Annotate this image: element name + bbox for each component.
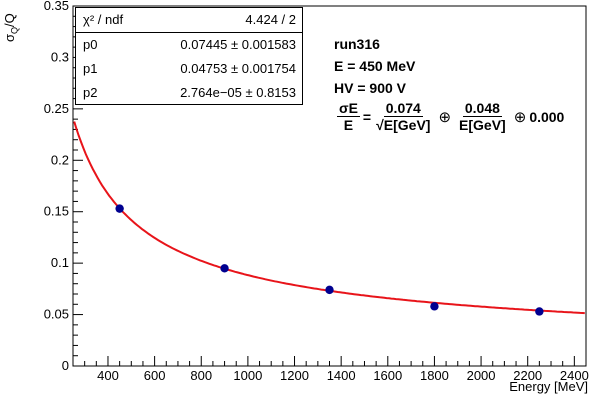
param-name: p2 <box>83 85 98 100</box>
data-point <box>220 264 229 273</box>
y-axis-label: σQ/Q <box>2 13 20 42</box>
y-tick-label: 0.1 <box>51 255 69 270</box>
param-name: p0 <box>83 37 98 52</box>
x-tick-label: 1400 <box>327 368 356 383</box>
param-value: 2.764e−05 ± 0.8153 <box>180 85 296 100</box>
data-point <box>325 285 334 295</box>
data-point <box>535 307 544 316</box>
x-axis-label: Energy [MeV] <box>509 379 588 394</box>
y-tick-label: 0.35 <box>44 0 69 13</box>
x-tick-label: 1200 <box>280 368 309 383</box>
x-tick-label: 1000 <box>233 368 262 383</box>
chi2-label: χ² / ndf <box>83 12 124 27</box>
y-tick-label: 0.25 <box>44 101 69 116</box>
formula-equals: = <box>362 108 372 125</box>
x-tick-label: 1600 <box>373 368 402 383</box>
param-value: 0.07445 ± 0.001583 <box>180 37 296 52</box>
chi2-value: 4.424 / 2 <box>245 12 296 27</box>
stats-row-p0: p0 0.07445 ± 0.001583 <box>76 33 302 57</box>
formula-oplus-2: ⊕ <box>513 108 527 126</box>
x-tick-label: 2000 <box>467 368 496 383</box>
formula-term1: 0.074 √E[GeV] <box>376 100 431 133</box>
x-tick-label: 2200 <box>513 368 542 383</box>
energy-label: E = 450 MeV <box>334 58 416 74</box>
x-tick-label: 1800 <box>420 368 449 383</box>
param-value: 0.04753 ± 0.001754 <box>180 61 296 76</box>
y-tick-label: 0.2 <box>51 152 69 167</box>
y-tick-label: 0.3 <box>51 49 69 64</box>
y-tick-label: 0.15 <box>44 204 69 219</box>
stats-row-p2: p2 2.764e−05 ± 0.8153 <box>76 81 302 105</box>
formula-term3: 0.000 <box>529 108 565 125</box>
y-tick-label: 0.05 <box>44 307 69 322</box>
run-info: run316 E = 450 MeV HV = 900 V <box>334 33 415 99</box>
param-name: p1 <box>83 61 98 76</box>
fit-stats-box: χ² / ndf 4.424 / 2 p0 0.07445 ± 0.001583… <box>75 7 303 105</box>
formula-oplus-1: ⊕ <box>438 108 452 126</box>
stats-row-p1: p1 0.04753 ± 0.001754 <box>76 57 302 81</box>
formula-lhs: σE E <box>337 100 360 133</box>
fit-curve <box>73 121 585 315</box>
x-tick-label: 400 <box>97 368 119 383</box>
formula-term2: 0.048 E[GeV] <box>459 100 506 133</box>
data-point <box>430 302 439 311</box>
x-tick-label: 600 <box>144 368 166 383</box>
run-label: run316 <box>334 36 380 52</box>
data-point <box>115 204 124 213</box>
x-tick-label: 2400 <box>560 368 589 383</box>
hv-label: HV = 900 V <box>334 80 406 96</box>
stats-header-row: χ² / ndf 4.424 / 2 <box>76 8 302 33</box>
resolution-formula: σE E = 0.074 √E[GeV] ⊕ 0.048 E[GeV] ⊕ 0.… <box>334 100 564 133</box>
x-tick-label: 800 <box>190 368 212 383</box>
y-tick-label: 0 <box>62 358 69 373</box>
